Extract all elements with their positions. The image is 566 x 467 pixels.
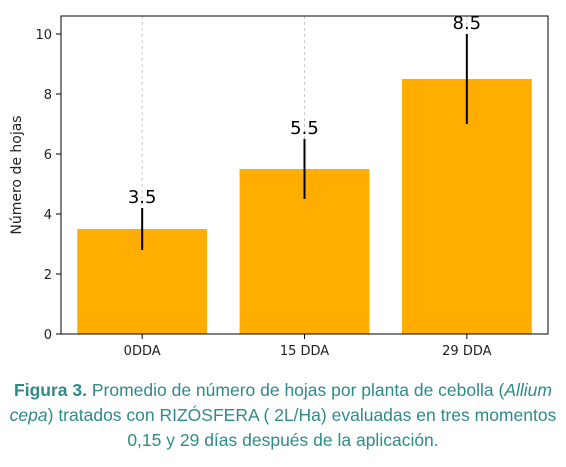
x-tick-label: 29 DDA — [442, 344, 491, 359]
bar-chart: 0 2 4 6 8 10 0DDA 15 DDA 29 DDA 3.5 5.5 8.5 Númer… — [9, 13, 549, 359]
data-labels: 3.5 5.5 8.5 — [128, 13, 481, 208]
error-bars — [141, 34, 468, 250]
data-label: 3.5 — [128, 187, 157, 208]
x-tick-label: 0DDA — [124, 344, 161, 359]
y-ticks: 0 2 4 6 8 10 — [35, 28, 61, 343]
caption-label: Figura 3. — [14, 380, 87, 400]
y-tick-label: 6 — [44, 148, 52, 163]
x-ticks: 0DDA 15 DDA 29 DDA — [124, 334, 492, 359]
y-tick-label: 10 — [35, 28, 52, 43]
y-tick-label: 0 — [44, 328, 52, 343]
x-tick-label: 15 DDA — [280, 344, 329, 359]
y-tick-label: 8 — [44, 88, 52, 103]
data-label: 8.5 — [453, 13, 482, 34]
data-label: 5.5 — [290, 118, 319, 139]
caption-species: Allium cepa — [9, 380, 552, 425]
caption-text-2: ) tratados con RIZÓSFERA ( 2L/Ha) evalua… — [47, 405, 557, 450]
caption-text-1: Promedio de número de hojas por planta d… — [86, 380, 505, 400]
y-tick-label: 2 — [44, 268, 52, 283]
y-axis-label: Número de hojas — [9, 115, 25, 234]
figure-caption: Figura 3. Promedio de número de hojas po… — [0, 378, 566, 453]
y-tick-label: 4 — [44, 208, 52, 223]
